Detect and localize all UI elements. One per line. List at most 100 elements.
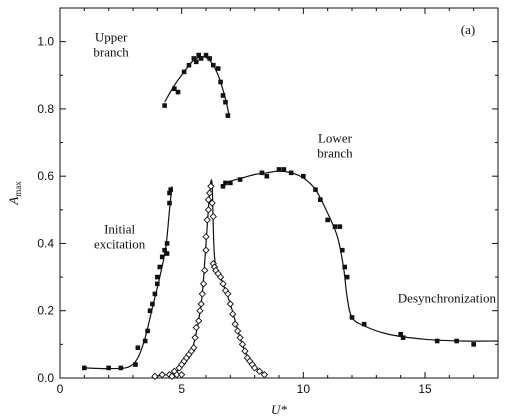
data-point-square — [203, 52, 209, 58]
x-tick-label: 10 — [297, 382, 311, 396]
data-point-square — [398, 331, 403, 337]
data-point-square — [155, 281, 160, 287]
y-tick-label: 0.2 — [37, 304, 54, 318]
data-point-square — [181, 69, 187, 75]
data-point-diamond — [202, 246, 210, 254]
y-axis-label-main: A — [6, 197, 21, 206]
data-point-square — [145, 328, 150, 334]
x-tick-label: 0 — [57, 382, 64, 396]
data-point-diamond — [238, 340, 247, 349]
data-point-square — [288, 170, 294, 176]
y-axis-label: Amax — [6, 181, 23, 206]
annotation-line: Desynchronization — [398, 290, 497, 305]
data-point-square — [159, 254, 165, 260]
fit-curve — [164, 56, 230, 116]
annotation-line: branch — [93, 45, 129, 60]
data-point-diamond — [251, 364, 259, 372]
data-point-square — [228, 180, 233, 186]
data-point-diamond — [216, 273, 225, 281]
data-point-square — [337, 224, 343, 229]
data-point-square — [150, 301, 155, 307]
data-point-diamond — [233, 327, 242, 335]
data-point-square — [211, 62, 216, 68]
data-point-square — [186, 62, 192, 68]
data-point-square — [281, 167, 287, 172]
data-point-square — [162, 247, 167, 253]
y-tick-label: 0.0 — [37, 371, 54, 385]
data-point-diamond — [151, 372, 159, 380]
annotation: Desynchronization — [398, 290, 497, 305]
panel-label: (a) — [461, 22, 475, 37]
data-point-diamond — [191, 333, 199, 342]
data-point-diamond — [260, 370, 269, 379]
data-point-square — [193, 59, 199, 65]
data-point-square — [147, 308, 153, 314]
annotation-line: excitation — [94, 236, 146, 251]
annotation-line: branch — [317, 146, 353, 161]
data-point-diamond — [173, 370, 181, 379]
data-point-diamond — [195, 317, 203, 325]
data-point-square — [276, 167, 282, 172]
data-point-diamond — [196, 307, 204, 315]
data-point-diamond — [229, 310, 237, 318]
data-point-square — [167, 190, 172, 196]
data-point-diamond — [201, 266, 209, 275]
data-point-diamond — [199, 280, 208, 288]
data-point-square — [344, 274, 350, 280]
data-point-diamond — [192, 323, 200, 332]
data-point-square — [434, 338, 440, 344]
data-point-diamond — [204, 196, 213, 204]
data-point-diamond — [206, 189, 214, 197]
data-point-square — [198, 56, 204, 61]
data-point-diamond — [208, 199, 216, 207]
annotation: Initial excitation — [94, 221, 146, 251]
data-point-square — [325, 217, 330, 223]
data-point-diamond — [207, 182, 215, 190]
data-point-square — [339, 247, 345, 253]
data-point-square — [264, 173, 270, 179]
data-point-square — [215, 66, 221, 71]
y-tick-label: 0.6 — [37, 169, 54, 183]
data-point-square — [167, 200, 172, 206]
data-point-diamond — [198, 290, 206, 298]
data-point-square — [218, 79, 223, 85]
data-point-square — [400, 335, 406, 340]
data-point-diamond — [203, 216, 211, 224]
data-point-square — [223, 99, 228, 105]
data-point-square — [237, 177, 243, 182]
data-point-square — [313, 187, 318, 192]
data-point-square — [207, 56, 212, 61]
data-point-square — [361, 321, 367, 327]
data-point-diamond — [204, 206, 213, 214]
data-point-diamond — [255, 367, 264, 375]
data-point-square — [133, 362, 138, 367]
data-point-square — [220, 93, 226, 98]
data-point-square — [349, 315, 355, 320]
y-axis-label-sub: max — [13, 181, 23, 197]
data-point-square — [155, 274, 160, 280]
data-point-diamond — [209, 212, 217, 221]
data-point-square — [220, 183, 226, 189]
data-point-diamond — [226, 300, 234, 308]
data-point-square — [223, 180, 228, 186]
data-point-square — [318, 197, 323, 203]
data-point-square — [342, 264, 347, 270]
data-point-diamond — [197, 300, 205, 308]
data-point-square — [157, 264, 163, 270]
plot-frame — [59, 7, 499, 379]
y-tick-label: 0.4 — [37, 236, 54, 250]
data-point-diamond — [236, 333, 244, 342]
data-point-square — [301, 173, 306, 179]
x-tick-label: 15 — [418, 382, 432, 396]
data-point-square — [164, 251, 170, 256]
annotation: Upper branch — [93, 30, 129, 60]
data-point-square — [471, 342, 476, 347]
data-point-diamond — [219, 280, 227, 288]
annotation: Lower branch — [317, 131, 353, 161]
annotation-line: Initial — [104, 221, 135, 236]
data-point-square — [106, 365, 111, 371]
data-point-square — [135, 345, 141, 351]
data-point-diamond — [224, 290, 232, 298]
data-point-square — [196, 52, 201, 58]
